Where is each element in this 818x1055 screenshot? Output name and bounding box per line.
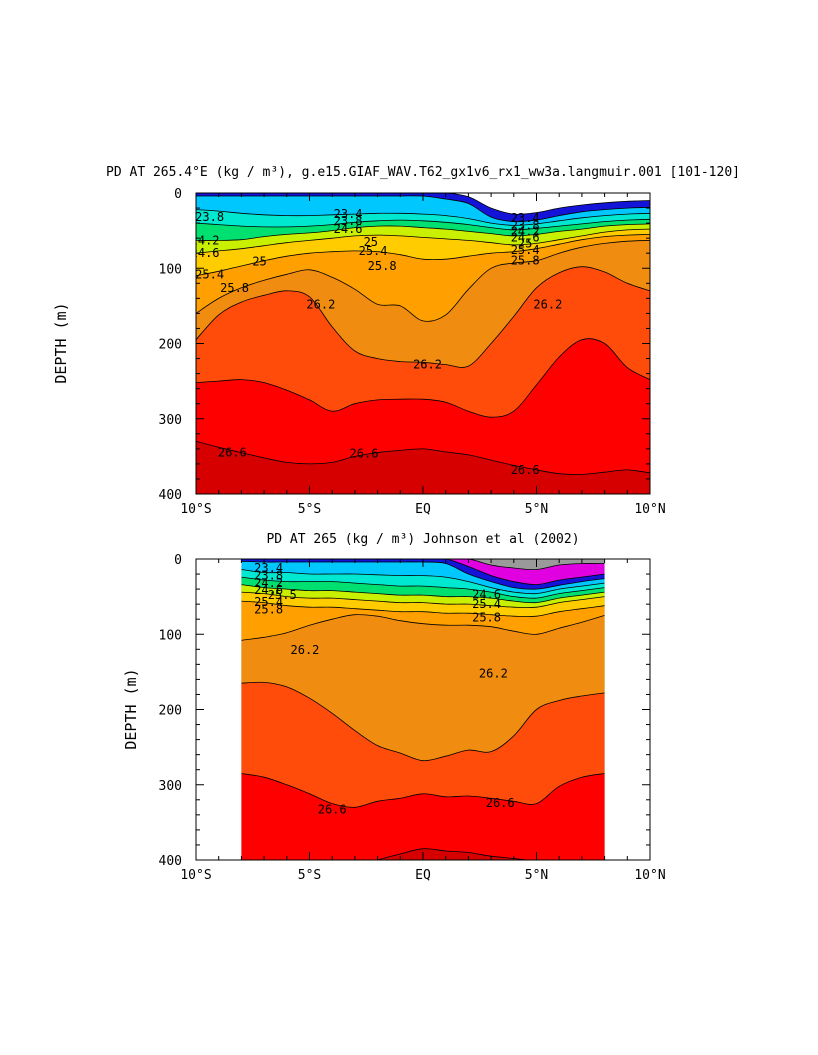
contour-label: 24.6 (334, 222, 363, 236)
contour-label: 25.8 (220, 281, 249, 295)
contour-line-1 (196, 193, 650, 215)
contour-line-9 (241, 614, 605, 641)
y-tick-label: 0 (174, 187, 182, 202)
contour-label: 26.6 (486, 796, 515, 810)
x-tick-label: 10°N (634, 868, 665, 883)
contour-fills (241, 559, 605, 860)
y-tick-label: 200 (159, 704, 182, 719)
contour-label: 24.6 (472, 587, 501, 601)
contour-label: 23.4 (511, 211, 540, 225)
y-axis-label: DEPTH (m) (122, 668, 140, 749)
x-tick-label: 5°N (525, 868, 548, 883)
contour-label: 24.6 (511, 230, 540, 244)
x-tick-label: EQ (415, 868, 431, 883)
contour-line-4 (241, 569, 605, 595)
contour-label: 25.4 (511, 243, 540, 257)
contour-label: 25.8 (254, 602, 283, 616)
contour-label: 24.2 (191, 233, 220, 247)
contour-label: 26.2 (533, 297, 562, 311)
contour-line-10 (241, 681, 605, 762)
contour-line-10 (196, 338, 650, 418)
y-tick-label: 100 (159, 628, 182, 643)
contour-line-7 (241, 591, 605, 608)
contour-label: 25.8 (511, 254, 540, 268)
contour-line-6 (196, 228, 650, 254)
contour-label: 24.6 (254, 583, 283, 597)
y-tick-label: 100 (159, 262, 182, 277)
contour-label: 25.4 (472, 597, 501, 611)
x-tick-label: 5°S (298, 502, 321, 517)
density-band-11 (241, 773, 605, 860)
contour-label: 25 (518, 236, 532, 250)
contour-line-5 (241, 576, 605, 599)
contour-label: 26.2 (306, 297, 335, 311)
y-tick-label: 400 (159, 854, 182, 869)
contour-fills (196, 193, 650, 494)
contour-line-7 (196, 234, 650, 277)
contour-label: 23.8 (334, 214, 363, 228)
contour-line-4 (196, 218, 650, 231)
contour-label: 23.8 (195, 210, 224, 224)
contour-label: 26.6 (350, 446, 379, 460)
contour-label: 26.6 (218, 446, 247, 460)
contour-label: 24.2 (254, 576, 283, 590)
density-band-11 (196, 441, 650, 494)
x-tick-label: 10°S (180, 502, 211, 517)
contour-label: 25.8 (472, 611, 501, 625)
contour-line-6 (241, 584, 605, 604)
contour-line-1 (241, 559, 605, 571)
contour-label: 25.4 (254, 595, 283, 609)
model-density-panel: 10°S 5°S EQ 5°N 10°N 0 100 200 300 400 PD AT 265.4… (52, 165, 740, 517)
contour-label: 25.4 (359, 244, 388, 258)
density-band-10 (196, 338, 650, 494)
contour-label: 25.5 (268, 588, 297, 602)
y-tick-label: 300 (159, 779, 182, 794)
contour-line-9 (196, 266, 650, 368)
x-tick-label: EQ (415, 502, 431, 517)
contour-label: 26.6 (511, 463, 540, 477)
contour-label: 23.8 (511, 218, 540, 232)
contour-line-12 (376, 848, 530, 860)
contour-label: 26.6 (318, 803, 347, 817)
contour-label: 24.2 (511, 224, 540, 238)
x-tick-label: 10°S (180, 868, 211, 883)
contour-label: 26.2 (413, 358, 442, 372)
chart-title: PD AT 265.4°E (kg / m³), g.e15.GIAF_WAV.… (106, 165, 740, 180)
y-tick-label: 300 (159, 413, 182, 428)
contour-label: 25.8 (368, 259, 397, 273)
x-tick-label: 5°N (525, 502, 548, 517)
y-tick-label: 200 (159, 338, 182, 353)
chart-title: PD AT 265 (kg / m³) Johnson et al (2002) (266, 532, 579, 547)
x-tick-label: 10°N (634, 502, 665, 517)
contour-label: 25 (364, 235, 378, 249)
contour-line-8 (196, 240, 650, 322)
contour-line-11 (196, 440, 650, 475)
y-tick-label: 400 (159, 488, 182, 503)
contour-label: 24.6 (191, 246, 220, 260)
y-axis-label: DEPTH (m) (52, 302, 70, 383)
contour-label: 25.4 (195, 267, 224, 281)
y-tick-label: 0 (174, 553, 182, 568)
contour-line-8 (241, 600, 605, 617)
contour-label: 23.4 (254, 561, 283, 575)
contour-labels: 23.423.824.224.625.525.425.826.226.226.6… (254, 561, 514, 817)
contour-labels: 23.8 23.423.824.624.224.6252525.425.425.8… (191, 207, 562, 477)
contour-line-5 (196, 223, 650, 241)
contour-label: 26.2 (479, 666, 508, 680)
contour-label: 23.4 (334, 207, 363, 221)
contour-label: 23.8 (254, 569, 283, 583)
observed-density-panel: 10°S 5°S EQ 5°N 10°N 0 100 200 300 400 PD AT 265 (… (122, 532, 666, 883)
contour-label: 26.2 (291, 643, 320, 657)
density-band-12 (377, 848, 527, 860)
contour-label: 25 (252, 254, 266, 268)
x-tick-label: 5°S (298, 868, 321, 883)
contour-line-11 (241, 773, 605, 808)
contour-line-3 (196, 209, 650, 226)
contour-line-2 (241, 559, 605, 586)
